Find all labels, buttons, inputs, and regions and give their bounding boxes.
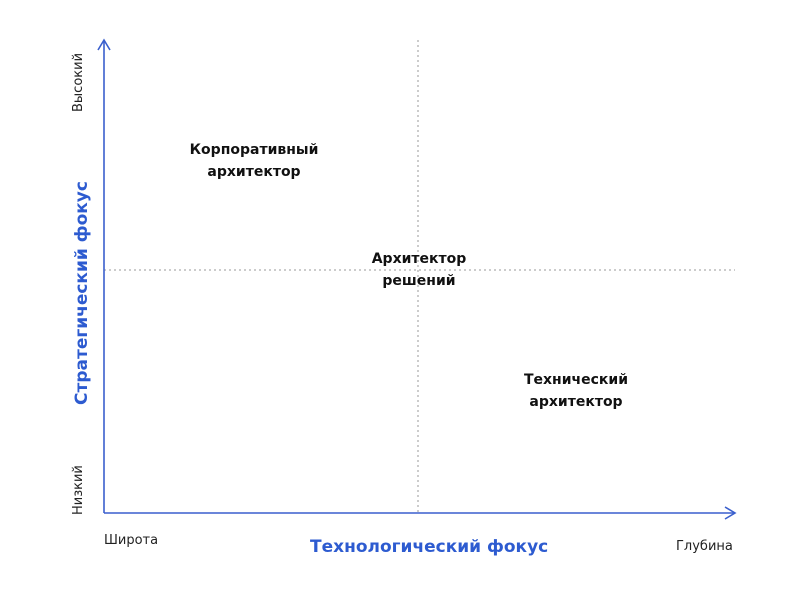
- role-enterprise-architect: Корпоративный архитектор: [190, 139, 319, 183]
- y-axis-title: Стратегический фокус: [72, 181, 92, 405]
- role-solution-architect: Архитектор решений: [372, 248, 467, 292]
- y-axis-high-label: Высокий: [71, 52, 86, 112]
- x-axis-title: Технологический фокус: [310, 537, 549, 557]
- role-line: Технический: [523, 372, 629, 388]
- role-line: архитектор: [529, 394, 623, 410]
- y-axis-arrowhead: [97, 38, 111, 51]
- x-axis-low-label: Широта: [104, 533, 159, 548]
- x-axis-high-label: Глубина: [676, 539, 733, 554]
- role-line: Корпоративный: [189, 142, 319, 158]
- role-line: решений: [382, 273, 456, 289]
- role-line: Архитектор: [371, 251, 467, 267]
- x-axis-arrowhead: [724, 506, 737, 520]
- role-technical-architect: Технический архитектор: [524, 369, 628, 413]
- role-line: архитектор: [207, 164, 301, 180]
- y-axis-low-label: Низкий: [71, 465, 86, 515]
